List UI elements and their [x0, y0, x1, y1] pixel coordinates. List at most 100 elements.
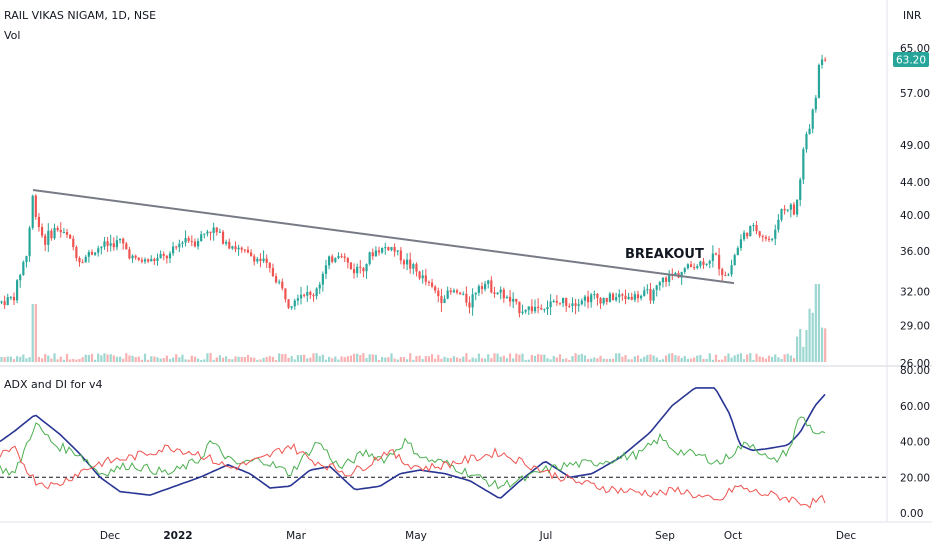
volume-bar — [259, 359, 262, 362]
candle-body — [730, 265, 733, 275]
candle-body — [702, 261, 705, 265]
volume-bar — [527, 359, 530, 362]
volume-bar — [552, 355, 555, 362]
volume-bar — [599, 355, 602, 362]
candle-body — [321, 273, 324, 285]
volume-bar — [250, 357, 253, 362]
volume-bar — [156, 357, 159, 362]
volume-bar — [309, 357, 312, 362]
candle-body — [31, 195, 34, 228]
candle-body — [206, 231, 209, 234]
breakout-annotation[interactable]: BREAKOUT — [625, 247, 704, 262]
candle-body — [293, 300, 296, 307]
symbol-title[interactable]: RAIL VIKAS NIGAM, 1D, NSE — [4, 9, 156, 22]
candle-body — [508, 296, 512, 302]
volume-bar — [387, 357, 390, 362]
candle-body — [533, 306, 537, 312]
candle-body — [162, 254, 165, 256]
candle-body — [337, 256, 340, 259]
time-axis[interactable]: Dec 2022 Mar May Jul Sep Oct Dec — [100, 530, 857, 542]
candle-body — [630, 296, 633, 300]
candle-body — [764, 236, 767, 239]
volume-bar — [764, 358, 767, 362]
volume-bar — [212, 359, 215, 362]
volume-bar — [97, 353, 100, 362]
candle-body — [234, 246, 237, 250]
adx-axis[interactable]: 80.00 60.00 40.00 20.00 0.00 — [900, 365, 930, 520]
volume-bar — [81, 357, 84, 362]
candle-body — [412, 264, 415, 269]
volume-bar — [824, 328, 827, 362]
candle-body — [524, 309, 527, 312]
volume-bar — [409, 353, 412, 362]
volume-bar — [106, 354, 109, 362]
price-tick: 32.00 — [900, 287, 930, 299]
candle-body — [577, 304, 580, 306]
candle-body — [284, 288, 287, 300]
indicator-title[interactable]: ADX and DI for v4 — [4, 378, 103, 391]
volume-bar — [649, 354, 652, 362]
volume-bar — [562, 358, 565, 362]
volume-bar — [693, 357, 696, 362]
volume-bar — [75, 359, 78, 362]
candle-body — [736, 248, 739, 256]
candle-body — [243, 249, 246, 251]
candle-body — [377, 250, 381, 253]
candle-body — [590, 294, 593, 303]
candle-body — [652, 289, 655, 301]
volume-bar — [686, 358, 689, 362]
candle-body — [140, 259, 143, 262]
volume-bar — [19, 356, 22, 362]
volume-bar — [468, 359, 471, 362]
volume-bar — [65, 353, 69, 362]
price-tick: 26.00 — [900, 358, 930, 370]
price-tick: 40.00 — [900, 210, 930, 222]
volume-bar — [228, 358, 231, 362]
volume-bar — [752, 359, 755, 362]
volume-label[interactable]: Vol — [4, 29, 20, 42]
volume-bar — [730, 357, 733, 362]
candle-body — [118, 238, 122, 241]
candle-body — [352, 269, 356, 274]
candle-body — [221, 231, 225, 244]
volume-bar — [627, 359, 630, 362]
volume-bar — [162, 358, 165, 362]
candle-body — [396, 250, 399, 252]
volume-bar — [430, 354, 434, 362]
candle-body — [50, 230, 53, 239]
volume-bar — [37, 356, 41, 362]
volume-bar — [172, 357, 175, 362]
volume-bar — [140, 359, 143, 362]
candle-body — [368, 252, 371, 264]
volume-bar — [499, 356, 502, 362]
candle-body — [165, 255, 168, 259]
candle-body — [0, 301, 3, 303]
candle-body — [12, 296, 16, 301]
candle-body — [87, 252, 90, 257]
volume-bar — [78, 359, 81, 362]
candle-body — [802, 149, 805, 180]
candle-body — [259, 258, 262, 262]
time-tick: Mar — [286, 530, 306, 542]
trendline[interactable] — [32, 189, 735, 285]
volume-bar — [390, 353, 393, 362]
candle-body — [555, 300, 558, 303]
candle-body — [683, 268, 686, 272]
volume-bar — [415, 356, 418, 362]
candle-body — [309, 291, 312, 296]
candle-body — [515, 298, 518, 302]
candle-body — [137, 257, 140, 260]
candles — [0, 54, 827, 318]
price-axis[interactable]: 65.0057.0049.0044.0040.0036.0032.0029.00… — [900, 43, 930, 370]
candle-body — [446, 290, 449, 299]
candle-body — [799, 179, 802, 200]
candle-body — [240, 247, 243, 250]
candle-body — [143, 259, 147, 262]
volume-bar — [221, 357, 225, 362]
volume-bar — [555, 357, 558, 362]
candle-body — [287, 299, 290, 308]
volume-bar — [150, 356, 153, 362]
volume-bar — [371, 354, 374, 362]
volume-bar — [265, 357, 268, 362]
